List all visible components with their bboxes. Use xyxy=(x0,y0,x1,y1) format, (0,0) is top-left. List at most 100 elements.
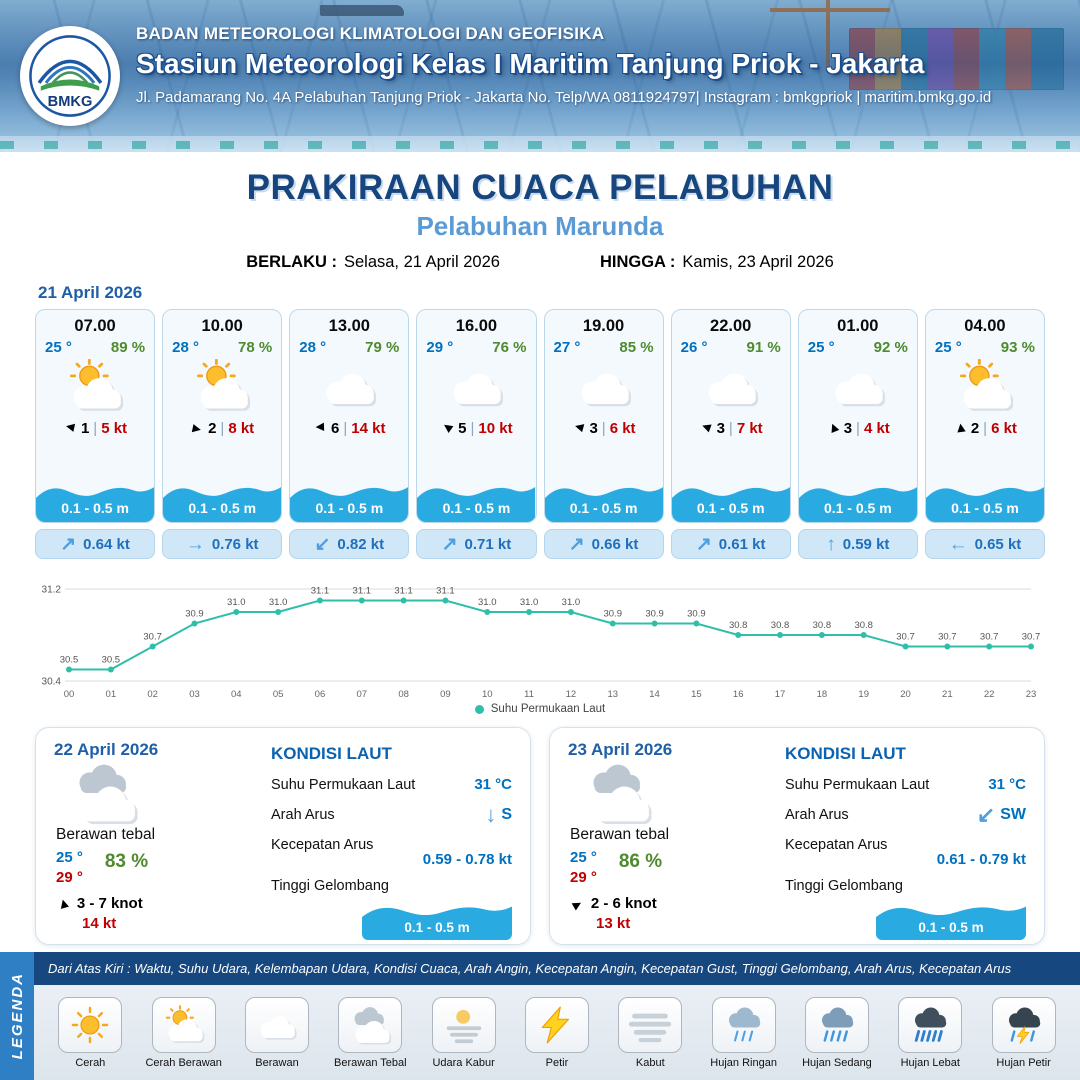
svg-text:11: 11 xyxy=(524,689,534,700)
svg-text:30.7: 30.7 xyxy=(938,632,957,643)
gust-speed: 6 kt xyxy=(609,419,636,437)
day-date: 22 April 2026 xyxy=(54,740,159,759)
forecast-column: 22.00 26 ° 91 % ► 3 | 7 kt 0.1 - 0.5 m ↗ 0.61… xyxy=(670,309,791,559)
wave-height: 0.1 - 0.5 m xyxy=(569,500,638,516)
wind-direction-icon: ► xyxy=(188,418,206,438)
wave-height-band: 0.1 - 0.5 m xyxy=(163,476,282,522)
weather-card: 19.00 27 ° 85 % ► 3 | 6 kt 0.1 - 0.5 m xyxy=(543,309,664,523)
svg-text:05: 05 xyxy=(273,689,284,700)
cloud-icon xyxy=(60,762,148,824)
current-speed-label: Kecepatan Arus xyxy=(785,837,888,853)
temp-max: 29 ° xyxy=(570,869,597,886)
time-label: 01.00 xyxy=(837,317,879,335)
wind-speed: 3 xyxy=(843,419,853,437)
weather-condition-icon xyxy=(926,356,1044,416)
humidity: 79 % xyxy=(365,339,400,356)
svg-text:30.7: 30.7 xyxy=(143,632,162,643)
wave-height: 0.1 - 0.5 m xyxy=(404,920,470,935)
gust-speed: 14 kt xyxy=(351,419,386,437)
wave-icon xyxy=(798,487,917,522)
svg-text:30.5: 30.5 xyxy=(60,655,79,666)
legend-item: Udara Kabur xyxy=(419,996,509,1069)
weather-card: 13.00 28 ° 79 % ► 6 | 14 kt 0.1 - 0.5 m xyxy=(289,309,410,523)
current-direction-icon: ↗ xyxy=(60,533,77,555)
svg-text:21: 21 xyxy=(942,689,953,700)
current-direction-icon: ← xyxy=(948,533,968,555)
header-banner: BMKG BADAN METEOROLOGI KLIMATOLOGI DAN G… xyxy=(0,0,1080,152)
berlaku-value: Selasa, 21 April 2026 xyxy=(343,253,500,271)
legend-label: Hujan Petir xyxy=(996,1056,1051,1069)
legend-item: Cerah Berawan xyxy=(139,996,229,1069)
wave-icon xyxy=(163,487,282,522)
sea-conditions-title: KONDISI LAUT xyxy=(271,744,392,763)
legend-side-strip: LEGENDA xyxy=(0,952,34,1080)
weather-card: 04.00 25 ° 93 % ► 2 | 6 kt 0.1 - 0.5 m xyxy=(924,309,1045,523)
legend-side-label: LEGENDA xyxy=(8,972,26,1060)
sst-chart: 31.2 30.4 30.5 00 30.5 01 30.7 02 30.9 03 31.0 04 31… xyxy=(42,585,1041,701)
separator: | xyxy=(856,419,860,437)
wind-direction-icon: ► xyxy=(569,418,588,438)
air-temperature: 28 ° xyxy=(299,339,327,356)
current-speed-value: 0.59 - 0.78 kt xyxy=(422,851,512,868)
weather-condition-icon xyxy=(163,356,281,416)
wave-height: 0.1 - 0.5 m xyxy=(315,500,384,516)
humidity: 92 % xyxy=(873,339,908,356)
legend-label: Hujan Lebat xyxy=(900,1056,960,1069)
wave-icon xyxy=(544,487,663,522)
wave-height: 0.1 - 0.5 m xyxy=(188,500,257,516)
weather-condition-icon xyxy=(799,356,917,416)
day-card-22-april: 22 April 2026 Berawan tebal 25 ° 29 ° 83… xyxy=(35,727,531,945)
svg-text:31.1: 31.1 xyxy=(436,586,455,597)
day-gust: 13 kt xyxy=(596,915,631,932)
svg-text:19: 19 xyxy=(858,689,869,700)
svg-text:14: 14 xyxy=(649,689,660,700)
legend-label: Cerah xyxy=(75,1056,106,1069)
legend-item: Hujan Lebat xyxy=(885,996,975,1069)
current-speed: 0.59 kt xyxy=(842,535,890,553)
berlaku-label: BERLAKU : xyxy=(246,253,337,271)
wind-speed: 3 xyxy=(716,419,725,437)
legend-item: Petir xyxy=(512,996,602,1069)
svg-text:15: 15 xyxy=(691,689,702,700)
legend-items-row: Cerah Cerah Berawan Berawan Berawan Teba… xyxy=(0,985,1080,1080)
wave-height-band: 0.1 - 0.5 m xyxy=(417,476,536,522)
current-speed: 0.61 kt xyxy=(718,535,766,553)
sst-value: 31 °C xyxy=(988,776,1026,793)
weather-card: 22.00 26 ° 91 % ► 3 | 7 kt 0.1 - 0.5 m xyxy=(670,309,791,523)
wave-height-band: 0.1 - 0.5 m xyxy=(798,476,917,522)
wind-range: 3 - 7 knot xyxy=(76,895,143,912)
svg-text:30.8: 30.8 xyxy=(813,620,832,631)
separator: | xyxy=(343,419,348,437)
air-temperature: 29 ° xyxy=(426,339,454,356)
forecast-column: 04.00 25 ° 93 % ► 2 | 6 kt 0.1 - 0.5 m ← 0.65… xyxy=(924,309,1045,559)
current-speed: 0.65 kt xyxy=(974,535,1022,553)
wave-height-label: Tinggi Gelombang xyxy=(785,878,903,894)
wind-row: ► 3 | 4 kt xyxy=(799,416,917,440)
day-gust: 14 kt xyxy=(82,915,117,932)
light-rain-icon xyxy=(718,1005,770,1045)
wind-row: ► 1 | 5 kt xyxy=(36,416,154,440)
wind-direction-icon: ► xyxy=(566,893,587,914)
svg-text:17: 17 xyxy=(775,689,786,700)
wind-speed: 2 xyxy=(208,419,217,437)
current-direction-icon: ↗ xyxy=(568,533,585,555)
wind-row: ► 2 | 6 kt xyxy=(926,416,1044,440)
svg-text:13: 13 xyxy=(607,689,618,700)
current-speed: 0.71 kt xyxy=(464,535,512,553)
svg-text:07: 07 xyxy=(356,689,367,700)
day-wind-row: ► 3 - 7 knot xyxy=(53,895,259,913)
legend-item: Hujan Ringan xyxy=(699,996,789,1069)
day-condition: Berawan tebal xyxy=(570,826,670,843)
legend-note: Dari Atas Kiri : Waktu, Suhu Udara, Kele… xyxy=(0,952,1080,985)
svg-text:30.4: 30.4 xyxy=(42,677,62,688)
sun-cloud-icon xyxy=(158,1004,210,1045)
wind-direction-icon: ► xyxy=(312,419,328,437)
weather-condition-icon xyxy=(417,356,535,416)
svg-text:08: 08 xyxy=(398,689,409,700)
svg-text:30.9: 30.9 xyxy=(603,609,622,620)
current-chip: ↑ 0.59 kt xyxy=(797,529,918,559)
wave-icon xyxy=(36,487,155,522)
wave-height: 0.1 - 0.5 m xyxy=(696,500,765,516)
gust-speed: 5 kt xyxy=(101,419,128,437)
wave-height-band: 0.1 - 0.5 m xyxy=(36,476,155,522)
